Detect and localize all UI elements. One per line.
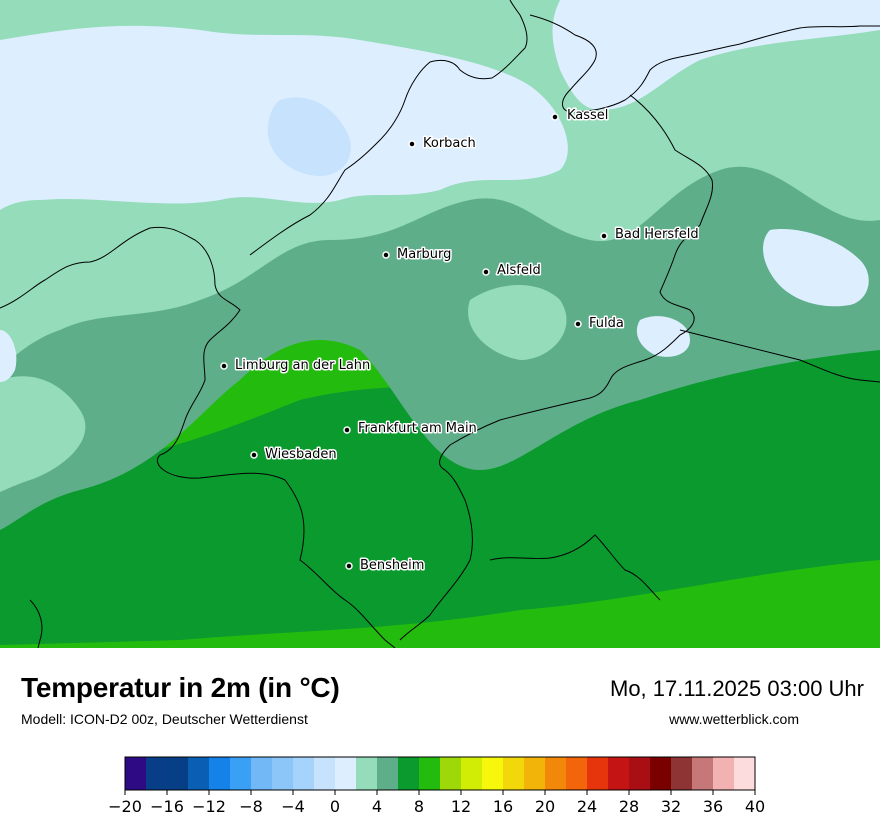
legend-swatch	[209, 757, 231, 790]
legend-swatch	[377, 757, 399, 790]
legend-tick-label: 0	[330, 797, 340, 816]
city-label-korbach: Korbach	[423, 136, 476, 151]
legend-tick-label: 28	[619, 797, 639, 816]
city-label-wiesbaden: Wiesbaden	[265, 447, 337, 462]
city-limburg[interactable]: Limburg an der Lahn	[220, 357, 372, 375]
legend-swatch	[671, 757, 693, 790]
city-korbach[interactable]: Korbach	[408, 135, 477, 153]
city-bad-hersfeld[interactable]: Bad Hersfeld	[600, 226, 700, 244]
legend-swatch	[146, 757, 168, 790]
legend-swatch	[587, 757, 609, 790]
legend-swatch	[335, 757, 357, 790]
legend-swatch	[398, 757, 420, 790]
legend-tick-label: −20	[108, 797, 142, 816]
legend-swatch	[734, 757, 756, 790]
legend-swatch	[545, 757, 567, 790]
temp-zone-8c	[0, 320, 880, 645]
legend-swatch	[125, 757, 147, 790]
city-wiesbaden[interactable]: Wiesbaden	[250, 446, 338, 464]
legend-swatch	[629, 757, 651, 790]
city-bensheim[interactable]: Bensheim	[345, 557, 426, 575]
city-marburg[interactable]: Marburg	[382, 246, 453, 264]
temperature-map: Kassel Korbach Bad Hersfeld Marburg Alsf…	[0, 0, 880, 648]
legend-tick-label: −4	[281, 797, 305, 816]
legend-swatch	[188, 757, 210, 790]
city-label-bad-hersfeld: Bad Hersfeld	[615, 227, 699, 242]
legend-swatch	[482, 757, 504, 790]
model-source: Modell: ICON-D2 00z, Deutscher Wetterdie…	[21, 711, 308, 727]
legend-swatch	[692, 757, 714, 790]
info-footer: Temperatur in 2m (in °C) Modell: ICON-D2…	[0, 648, 880, 830]
legend-swatch	[167, 757, 189, 790]
legend-swatch	[503, 757, 525, 790]
legend-swatch	[356, 757, 378, 790]
legend-swatch	[272, 757, 294, 790]
legend-swatch	[419, 757, 441, 790]
temp-zone-0c	[267, 97, 351, 176]
legend-swatch	[713, 757, 735, 790]
legend-swatch	[524, 757, 546, 790]
city-label-bensheim: Bensheim	[360, 558, 424, 573]
legend-swatch	[566, 757, 588, 790]
city-markers: Kassel Korbach Bad Hersfeld Marburg Alsf…	[220, 107, 700, 575]
legend-swatch	[608, 757, 630, 790]
legend-tick-label: 4	[372, 797, 382, 816]
city-label-fulda: Fulda	[589, 316, 624, 331]
legend-swatches	[125, 757, 756, 790]
city-fulda[interactable]: Fulda	[574, 315, 625, 333]
legend-swatch	[440, 757, 462, 790]
city-label-alsfeld: Alsfeld	[497, 263, 541, 278]
color-legend: −20 −16 −12 −8 −4 0 4 8 12 16 20 24 28 32 36 40	[108, 756, 765, 816]
legend-ticks: −20 −16 −12 −8 −4 0 4 8 12 16 20 24 28 32 36 40	[108, 790, 765, 816]
city-alsfeld[interactable]: Alsfeld	[482, 262, 542, 280]
legend-tick-label: 8	[414, 797, 424, 816]
legend-tick-label: 36	[703, 797, 723, 816]
city-label-frankfurt: Frankfurt am Main	[358, 421, 477, 436]
legend-tick-label: 12	[451, 797, 471, 816]
legend-tick-label: −16	[150, 797, 184, 816]
city-label-marburg: Marburg	[397, 247, 451, 262]
legend-swatch	[461, 757, 483, 790]
city-kassel[interactable]: Kassel	[551, 107, 610, 125]
legend-tick-label: −12	[192, 797, 226, 816]
legend-tick-label: 24	[577, 797, 597, 816]
legend-tick-label: 40	[745, 797, 765, 816]
legend-frame	[124, 756, 756, 791]
chart-title: Temperatur in 2m (in °C)	[21, 672, 340, 703]
state-borders	[0, 0, 880, 648]
legend-swatch	[293, 757, 315, 790]
legend-swatch	[650, 757, 672, 790]
legend-tick-label: 16	[493, 797, 513, 816]
website-link[interactable]: www.wetterblick.com	[669, 711, 799, 727]
legend-tick-label: −8	[239, 797, 263, 816]
map-canvas: Kassel Korbach Bad Hersfeld Marburg Alsf…	[0, 0, 880, 648]
city-frankfurt[interactable]: Frankfurt am Main	[343, 420, 478, 438]
legend-swatch	[314, 757, 336, 790]
forecast-datetime: Mo, 17.11.2025 03:00 Uhr	[610, 676, 864, 701]
legend-tick-label: 20	[535, 797, 555, 816]
city-label-limburg: Limburg an der Lahn	[235, 358, 370, 373]
legend-swatch	[230, 757, 252, 790]
city-label-kassel: Kassel	[567, 108, 608, 123]
legend-swatch	[251, 757, 273, 790]
legend-tick-label: 32	[661, 797, 681, 816]
